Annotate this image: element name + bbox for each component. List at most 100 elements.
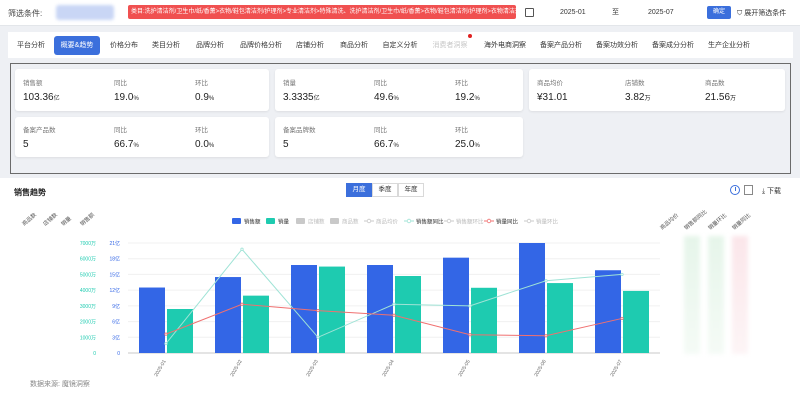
legend-label: 销售额环比 [456, 218, 484, 226]
metric-value: 103.36亿 [23, 92, 60, 103]
period-monthly[interactable]: 月度 [346, 183, 372, 197]
date-start-input[interactable]: 2025-01 [560, 9, 586, 16]
value-text: 21.56 [705, 92, 731, 103]
period-yearly[interactable]: 年度 [398, 183, 424, 197]
filed-products-card: 备案产品数 5 同比 66.7% 环比 0.0% [15, 117, 269, 157]
value-unit: % [474, 143, 480, 149]
download-button[interactable]: ⤓ 下载 [762, 186, 781, 196]
tab-platform[interactable]: 平台分析 [17, 42, 45, 49]
line-point [240, 247, 244, 251]
tab-overview-trend[interactable]: 概要&趋势 [54, 36, 100, 55]
value-text: 5 [283, 139, 289, 150]
legend-marker [486, 218, 492, 224]
bar-sales-volume [319, 266, 345, 353]
line-point [620, 316, 624, 321]
data-source: 数据来源: 魔镜洞察 [30, 381, 90, 388]
filter-tags[interactable]: 类目:洗护清洁剂/卫生巾/纸/香薰>衣物/鞋包清洁剂/护理剂>专业清洁剂>特殊清… [128, 5, 516, 19]
y-tick-amount: 9亿 [112, 303, 120, 310]
date-end-input[interactable]: 2025-07 [648, 9, 674, 16]
axis-name-right: 商品均价 [658, 211, 680, 232]
tab-category[interactable]: 类目分析 [152, 42, 180, 49]
bar-sales-amount [519, 243, 545, 353]
legend-marker [366, 218, 372, 224]
metric-label: 同比 [114, 127, 127, 134]
line-point [316, 308, 320, 313]
line-point [164, 332, 168, 336]
tab-filed-ingredient[interactable]: 备案成分分析 [652, 42, 694, 49]
tab-filed-product[interactable]: 备案产品分析 [540, 42, 582, 49]
value-text: 103.36 [23, 92, 54, 103]
metric-filed-brands-yoy: 同比 66.7% [374, 124, 399, 150]
metric-shop-count: 店铺数 3.82万 [625, 77, 650, 103]
filter-redacted [56, 5, 114, 20]
clock-icon[interactable] [730, 185, 740, 195]
tab-price-distribution[interactable]: 价格分布 [110, 42, 138, 49]
metric-product-count: 商品数 21.56万 [705, 77, 736, 103]
redacted-axis-3 [732, 236, 748, 354]
y-tick-amount: 21亿 [109, 240, 120, 247]
metric-label: 同比 [374, 127, 387, 134]
y-tick-amount: 3亿 [112, 334, 120, 341]
tab-custom[interactable]: 自定义分析 [382, 42, 418, 49]
metric-avg-price: 商品均价 ¥31.01 [537, 77, 568, 103]
value-unit: % [133, 96, 139, 102]
table-icon[interactable] [744, 185, 753, 195]
metric-label: 店铺数 [625, 80, 645, 87]
tab-filed-efficacy[interactable]: 备案功效分析 [596, 42, 638, 49]
y-tick-volume: 6000万 [80, 257, 96, 263]
value-text: 3.82 [625, 92, 645, 103]
line-point [240, 302, 244, 306]
y-tick-volume: 4000万 [80, 288, 96, 294]
tab-brand-price[interactable]: 品牌价格分析 [240, 42, 282, 49]
line-point [544, 279, 548, 283]
kpi-area: 销售额 103.36亿 同比 19.0% 环比 0.9% 销量 3.3335亿 … [10, 63, 791, 174]
value-unit: 万 [644, 96, 651, 102]
value-text: 5 [23, 139, 29, 150]
y-tick-volume: 5000万 [80, 272, 96, 278]
funnel-icon: ⛉ [737, 10, 745, 17]
value-unit: 万 [730, 96, 737, 102]
period-quarterly[interactable]: 季度 [372, 183, 398, 197]
tab-overseas[interactable]: 海外电商洞察 [484, 42, 526, 49]
tab-shop[interactable]: 店铺分析 [296, 42, 324, 49]
tab-consumer-insight[interactable]: 消费者洞察 [432, 42, 468, 49]
metric-label: 备案品牌数 [283, 127, 316, 134]
bar-sales-amount [595, 270, 621, 353]
legend-label: 销量环比 [536, 218, 559, 226]
expand-filter-button[interactable]: ⛉ 展开筛选条件 [737, 8, 786, 18]
chart-title: 销售趋势 [14, 188, 46, 197]
y-tick-amount: 0 [117, 351, 120, 357]
tab-product[interactable]: 商品分析 [340, 42, 368, 49]
y-tick-amount: 6亿 [112, 319, 120, 326]
metric-value: ¥31.01 [537, 92, 568, 103]
legend-label: 销量 [278, 218, 290, 226]
value-text: 66.7 [374, 139, 394, 150]
value-unit: % [393, 96, 399, 102]
axis-name-left: 销量 [59, 214, 73, 228]
metric-label: 同比 [374, 80, 387, 87]
tab-brand[interactable]: 品牌分析 [196, 42, 224, 49]
confirm-button[interactable]: 确定 [707, 6, 731, 19]
legend-label: 店铺数 [308, 218, 325, 226]
sales-amount-card: 销售额 103.36亿 同比 19.0% 环比 0.9% [15, 69, 269, 111]
metric-sales-volume-mom: 环比 19.2% [455, 77, 480, 103]
x-tick-label: 2025-02 [229, 359, 243, 378]
legend-swatch [232, 218, 241, 224]
line-point [392, 313, 396, 317]
axis-name-left: 店铺数 [41, 210, 59, 227]
bar-sales-volume [623, 290, 649, 353]
metric-value: 19.0% [114, 92, 139, 103]
y-tick-volume: 3000万 [80, 304, 96, 310]
metric-sales-amount-yoy: 同比 19.0% [114, 77, 139, 103]
legend-label: 销售额 [244, 218, 261, 226]
y-tick-amount: 15亿 [109, 271, 120, 278]
x-tick-label: 2025-01 [153, 359, 167, 378]
line-point [392, 302, 396, 306]
tab-manufacturer[interactable]: 生产企业分析 [708, 42, 750, 49]
filter-bar: 筛选条件: 类目:洗护清洁剂/卫生巾/纸/香薰>衣物/鞋包清洁剂/护理剂>专业清… [0, 0, 800, 26]
metric-sales-volume: 销量 3.3335亿 [283, 77, 320, 103]
redacted-axis-1 [684, 236, 700, 354]
y-tick-volume: 0 [93, 351, 96, 357]
calendar-icon[interactable] [525, 8, 534, 17]
y-tick-volume: 1000万 [80, 335, 96, 341]
